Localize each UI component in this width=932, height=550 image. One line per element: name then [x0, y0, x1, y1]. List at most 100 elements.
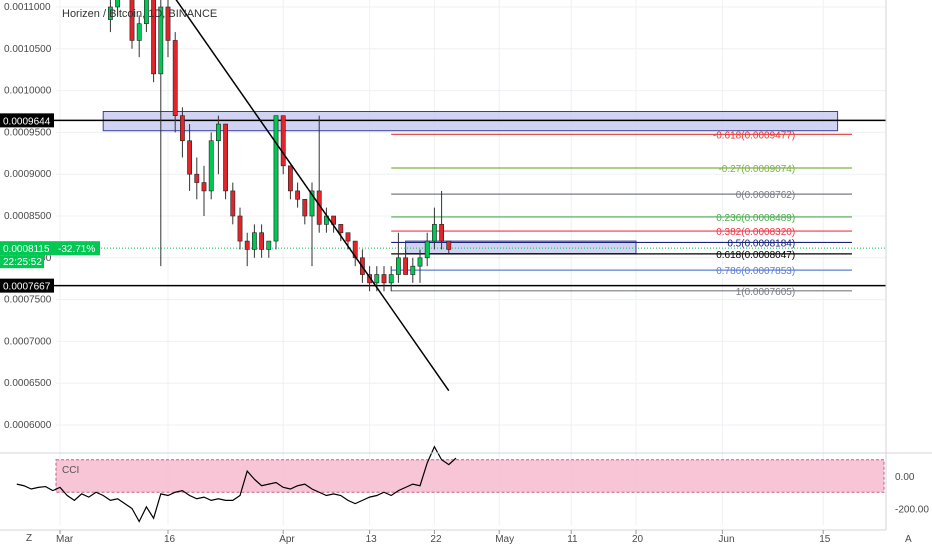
time-tick-label: 15: [819, 534, 831, 545]
price-tag-label: 0.0009644: [3, 116, 51, 127]
time-tick-label: Mar: [56, 534, 74, 545]
change-badge: -32.71%: [58, 244, 95, 255]
price-tag-bg: [0, 278, 54, 293]
price-tick-label: 0.0008500: [4, 211, 52, 222]
price-tick-label: 0.0009500: [4, 127, 52, 138]
candle-up: [410, 265, 416, 275]
time-tick-label: 20: [632, 534, 644, 545]
price-tag-label: 0.0008115: [3, 244, 50, 255]
cci-label: CCI: [62, 465, 79, 476]
candle-down: [180, 115, 185, 142]
time-tick-label: 22: [430, 534, 442, 545]
price-tick-label: 0.0007000: [4, 336, 52, 347]
time-tick-label: 13: [366, 534, 378, 545]
grid: [56, 0, 886, 525]
candle-down: [338, 224, 344, 234]
cci-tick-label: 0.00: [895, 472, 915, 483]
candle-up: [208, 140, 214, 192]
candle-down: [230, 190, 236, 217]
candle-up: [108, 6, 113, 20]
rectangle-zone[interactable]: [102, 111, 839, 132]
candle-up: [158, 6, 164, 75]
fib-level-label: 0.618(0.0008047): [716, 250, 795, 261]
candle-up: [417, 257, 423, 267]
candle-up: [115, 0, 120, 8]
time-tick-label: Jun: [718, 534, 734, 545]
candle-up: [144, 0, 149, 25]
price-tick-label: 0.0010000: [4, 86, 52, 97]
price-tick-label: 0.0006000: [4, 420, 52, 431]
fib-level-label: -0.618(0.0009477): [713, 130, 795, 141]
countdown-label: 22:25:52: [3, 257, 42, 268]
candle-down: [237, 215, 243, 242]
candle-down: [295, 190, 300, 200]
candle-down: [403, 257, 408, 275]
candle-up: [374, 274, 380, 284]
candle-down: [302, 198, 308, 217]
candle-up: [395, 257, 401, 275]
price-tick-label: 0.0007500: [4, 295, 52, 306]
time-tick-label: Apr: [279, 534, 295, 545]
price-tag-bg: [0, 241, 54, 256]
change-badge-bg: [54, 241, 100, 256]
candle-up: [266, 240, 272, 250]
time-tick-label: 11: [567, 534, 578, 545]
chart-title: Horizen / Bitcoin, 1D, BINANCE: [62, 8, 217, 20]
price-tick-label: 0.0006500: [4, 378, 52, 389]
cci-line: [16, 445, 457, 523]
candle-down: [201, 182, 207, 192]
candle-down: [287, 165, 293, 192]
candle-down: [151, 0, 156, 75]
candle-down: [259, 232, 264, 250]
candle-down: [129, 0, 135, 41]
fib-level-label: 0(0.0008762): [736, 190, 796, 201]
price-tag-label: 0.0007667: [3, 282, 51, 293]
fib-level-label: 0.5(0.0008184): [727, 238, 795, 249]
fibonacci-levels[interactable]: -0.618(0.0009477) -0.27(0.0009074) 0(0.000…: [391, 130, 852, 298]
price-tags: 0.0009644 0.0007667 0.0008115 -32.71% 22:25:…: [0, 113, 100, 293]
candle-up: [424, 240, 430, 259]
fib-level-label: 0.236(0.0008489): [716, 213, 795, 224]
time-tick-label: May: [495, 534, 514, 545]
candle-up: [388, 274, 394, 284]
fib-level-label: 1(0.0007605): [736, 287, 796, 298]
candle-up: [136, 23, 142, 41]
time-tick-label: 16: [164, 534, 176, 545]
fib-level-label: 0.786(0.0007853): [716, 266, 795, 277]
candle-down: [165, 6, 171, 41]
price-tick-label: 0.0010500: [4, 44, 52, 55]
trendline-line[interactable]: [161, 0, 450, 392]
candle-down: [446, 240, 452, 250]
horizontal-lines[interactable]: [0, 119, 886, 287]
candle-up: [309, 190, 315, 217]
trendline[interactable]: [161, 0, 450, 392]
candle-down: [367, 274, 372, 284]
price-tick-label: 0.0011000: [4, 2, 51, 13]
cci-pane: 0.00 -200.00: [16, 445, 929, 523]
scale-mode-auto[interactable]: A: [905, 534, 912, 545]
candle-up: [252, 232, 257, 250]
candle-down: [172, 40, 178, 116]
candle-down: [439, 224, 444, 242]
fib-level-label: 0.382(0.0008320): [716, 227, 795, 238]
candle-down: [223, 123, 228, 192]
zones: [102, 111, 839, 255]
candle-down: [194, 173, 200, 183]
candle-down: [280, 115, 286, 167]
cci-band: [55, 459, 885, 493]
candle-down: [187, 140, 192, 175]
price-tick-label: 0.0009000: [4, 169, 52, 180]
fib-level-label: -0.27(0.0009074): [718, 164, 795, 175]
candle-down: [244, 240, 250, 250]
cci-tick-label: -200.00: [895, 505, 929, 516]
candle-up: [273, 115, 279, 242]
candle-down: [345, 232, 351, 242]
candle-up: [431, 224, 437, 242]
countdown-bg: [0, 255, 44, 269]
candle-up: [216, 123, 221, 142]
price-tag-bg: [0, 113, 54, 128]
scale-mode-z[interactable]: Z: [26, 533, 32, 544]
